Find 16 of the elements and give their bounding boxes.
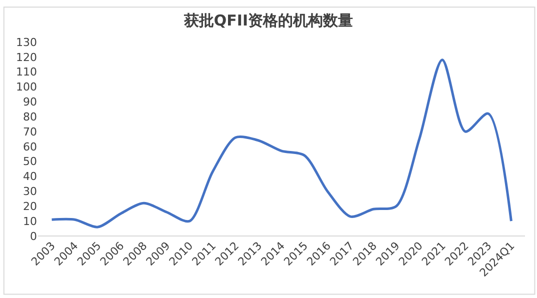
- y-tick-label: 130: [16, 36, 37, 49]
- y-tick-label: 110: [16, 66, 37, 79]
- y-tick-label: 50: [23, 155, 37, 168]
- y-tick-label: 0: [30, 230, 37, 243]
- y-tick-label: 80: [23, 110, 37, 124]
- y-tick-label: 60: [23, 140, 37, 154]
- y-tick-label: 30: [23, 185, 37, 198]
- line-series: [50, 58, 512, 228]
- y-tick-label: 10: [23, 214, 37, 228]
- chart-title: 获批QFII资格的机构数量: [182, 11, 354, 30]
- y-tick-label: 100: [16, 80, 37, 94]
- y-tick-label: 120: [16, 50, 37, 64]
- y-tick-label: 40: [23, 170, 37, 184]
- y-tick-label: 70: [23, 125, 37, 138]
- y-tick-label: 20: [23, 200, 37, 213]
- y-tick-label: 90: [23, 96, 37, 109]
